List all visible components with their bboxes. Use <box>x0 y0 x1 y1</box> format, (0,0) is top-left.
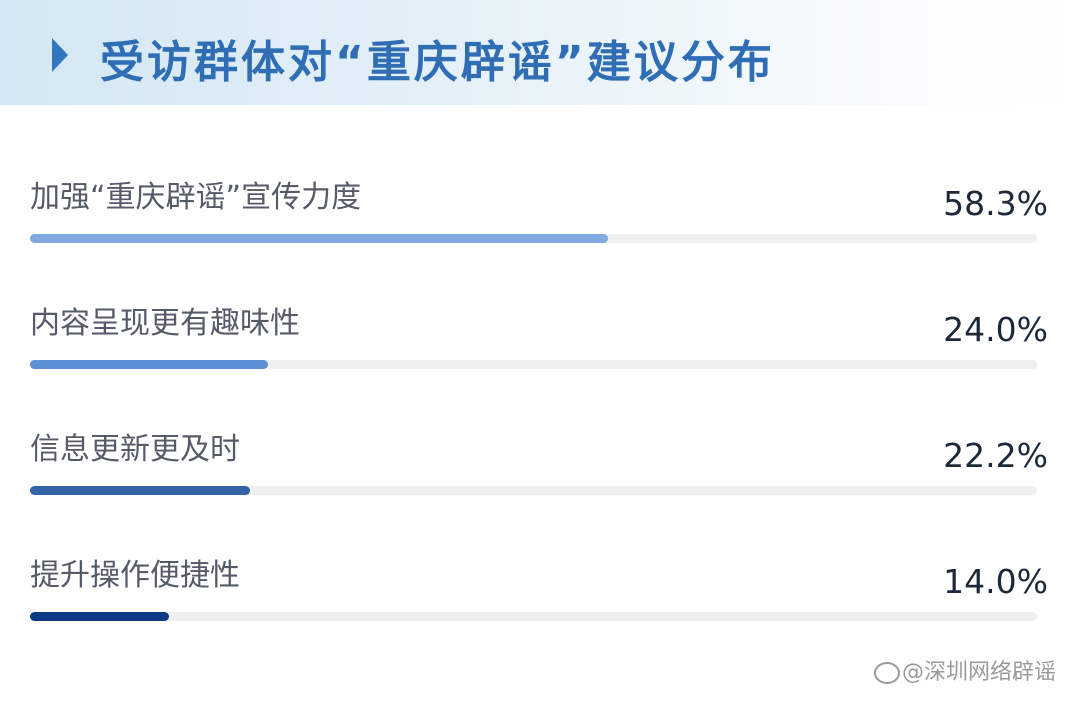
bar <box>30 234 609 243</box>
bar-track <box>30 612 1037 621</box>
bar-track <box>30 234 1037 243</box>
bar-label: 提升操作便捷性 <box>30 558 240 593</box>
bar <box>30 612 169 621</box>
bar-row: 加强“重庆辟谣”宣传力度 58.3% <box>0 172 1080 282</box>
bar-track <box>30 486 1037 495</box>
chevron-right-icon <box>52 38 68 72</box>
bar-row: 提升操作便捷性 14.0% <box>0 550 1080 660</box>
header-banner: 受访群体对“重庆辟谣”建议分布 <box>0 0 1080 105</box>
bar-label: 信息更新更及时 <box>30 432 240 467</box>
data-label: 24.0% <box>943 310 1048 349</box>
bar <box>30 360 269 369</box>
weibo-icon <box>873 662 900 684</box>
bar-row: 内容呈现更有趣味性 24.0% <box>0 298 1080 408</box>
bar-label: 内容呈现更有趣味性 <box>30 306 300 341</box>
bar-track <box>30 360 1037 369</box>
bar-label: 加强“重庆辟谣”宣传力度 <box>30 180 362 215</box>
data-label: 22.2% <box>943 436 1048 475</box>
bar <box>30 486 251 495</box>
watermark-text: @深圳网络辟谣 <box>901 660 1056 685</box>
data-label: 58.3% <box>943 184 1048 223</box>
bar-row: 信息更新更及时 22.2% <box>0 424 1080 534</box>
watermark: @深圳网络辟谣 <box>873 654 1056 686</box>
data-label: 14.0% <box>943 562 1048 601</box>
page-title: 受访群体对“重庆辟谣”建议分布 <box>100 37 775 88</box>
